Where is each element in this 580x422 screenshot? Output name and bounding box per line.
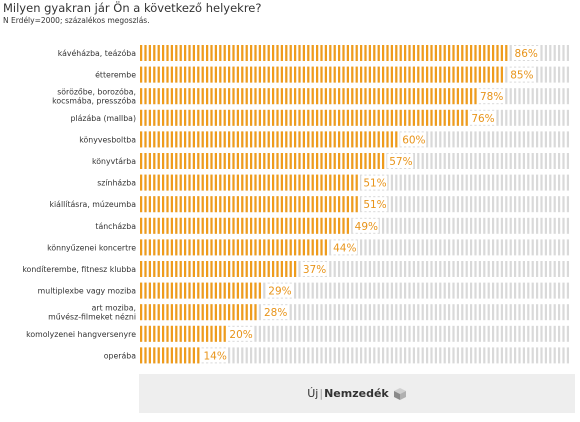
bar <box>140 347 200 364</box>
bar-track <box>140 261 569 277</box>
cube-icon <box>393 387 406 400</box>
footer-logo-bar: Új|Nemzedék <box>139 374 575 413</box>
bar-row: 49% táncházba <box>95 217 569 234</box>
logo: Új|Nemzedék <box>307 387 389 400</box>
bar-row: 29% multiplexbe vagy moziba <box>38 282 569 299</box>
chart-subtitle: N Erdély=2000; százalékos megoszlás. <box>3 16 150 25</box>
logo-main: Nemzedék <box>324 387 389 400</box>
value-label-bg <box>361 175 388 190</box>
category-label: operába <box>104 351 136 360</box>
bar-chart: 86% kávéházba, teázóba 85% étterembe 78% sörö… <box>22 45 569 364</box>
value-label-bg <box>300 262 327 276</box>
bar-row: 20% komolyzenei hangversenyre <box>26 325 569 342</box>
category-label: könyvesboltba <box>79 135 136 144</box>
category-label: komolyzenei hangversenyre <box>26 330 136 339</box>
bar-row: 37% kondíterembe, fitnesz klubba <box>22 261 569 277</box>
bar-row: 44% könnyűzenei koncertre <box>47 239 569 256</box>
bar-track <box>140 174 569 191</box>
value-label-bg <box>508 67 535 82</box>
value-label: 86% <box>515 48 538 60</box>
bar-row: 28% art moziba, művész-filmeket nézni <box>48 304 569 322</box>
bar <box>140 66 503 83</box>
bar-row: 51% színházba <box>97 174 569 191</box>
category-label: étterembe <box>95 71 136 80</box>
bar <box>140 217 349 234</box>
category-label: kiállításra, múzeumba <box>50 200 137 209</box>
bar-track <box>140 88 569 105</box>
value-label: 29% <box>268 286 291 298</box>
value-label: 20% <box>229 329 252 341</box>
value-label: 78% <box>480 91 503 103</box>
category-label: multiplexbe vagy moziba <box>38 287 137 296</box>
category-label: sörözőbe, borozóba, kocsmába, presszóba <box>52 88 136 106</box>
value-label-bg <box>227 326 254 341</box>
category-label: kondíterembe, fitnesz klubba <box>22 265 136 274</box>
bar-track <box>140 153 569 169</box>
bar <box>140 304 257 321</box>
bar-row: 60% könyvesboltba <box>79 131 569 148</box>
value-label: 85% <box>510 70 533 82</box>
value-label: 60% <box>402 134 425 146</box>
bar <box>140 196 358 213</box>
value-label: 28% <box>264 307 287 319</box>
bar-row: 78% sörözőbe, borozóba, kocsmába, presszób… <box>52 88 569 106</box>
bar <box>140 153 385 169</box>
value-label-bg <box>400 132 427 147</box>
bar-track <box>140 45 569 61</box>
value-label-bg <box>477 89 504 104</box>
bar <box>140 282 261 299</box>
chart-title: Milyen gyakran jár Ön a következő helyek… <box>3 1 262 15</box>
bar-track <box>140 304 569 321</box>
bar <box>140 325 226 342</box>
bar <box>140 109 468 126</box>
bar-track <box>140 196 569 213</box>
value-label-bg <box>331 240 358 255</box>
bar-track <box>140 282 569 299</box>
value-label-bg <box>387 154 414 168</box>
category-label: art moziba, művész-filmeket nézni <box>48 304 136 322</box>
bar <box>140 45 508 61</box>
value-label-bg <box>261 305 288 320</box>
category-label: könnyűzenei koncertre <box>47 243 136 252</box>
bar <box>140 174 358 191</box>
bar-row: 86% kávéházba, teázóba <box>58 45 569 61</box>
value-label: 76% <box>471 113 494 125</box>
value-label: 57% <box>389 156 412 168</box>
bar-track <box>140 131 569 148</box>
bar-row: 51% kiállításra, múzeumba <box>50 196 569 213</box>
value-label: 37% <box>303 264 326 276</box>
logo-prefix: Új <box>307 387 319 400</box>
category-label: plázába (mallba) <box>71 114 137 123</box>
value-label-bg <box>266 283 293 298</box>
bar <box>140 261 297 277</box>
value-label-bg <box>469 110 496 125</box>
value-label-bg <box>352 218 379 233</box>
bar-track <box>140 109 569 126</box>
category-label: kávéházba, teázóba <box>58 49 137 58</box>
bar <box>140 239 327 256</box>
value-label: 44% <box>333 242 356 254</box>
value-label: 49% <box>355 221 378 233</box>
bar-row: 85% étterembe <box>95 66 569 83</box>
value-label-bg <box>512 46 539 60</box>
value-label-bg <box>201 348 228 363</box>
value-label: 51% <box>363 178 386 190</box>
value-label: 51% <box>363 199 386 211</box>
bar-row: 76% plázába (mallba) <box>71 109 569 126</box>
category-label: könyvtárba <box>92 157 136 166</box>
value-label: 14% <box>203 350 226 362</box>
category-label: színházba <box>97 179 136 188</box>
value-label-bg <box>361 197 388 212</box>
bar <box>140 88 477 105</box>
bar-row: 57% könyvtárba <box>92 153 569 169</box>
bar-track <box>140 66 569 83</box>
bar-row: 14% operába <box>104 347 569 364</box>
bar <box>140 131 398 148</box>
category-label: táncházba <box>95 222 136 231</box>
bar-track <box>140 325 569 342</box>
